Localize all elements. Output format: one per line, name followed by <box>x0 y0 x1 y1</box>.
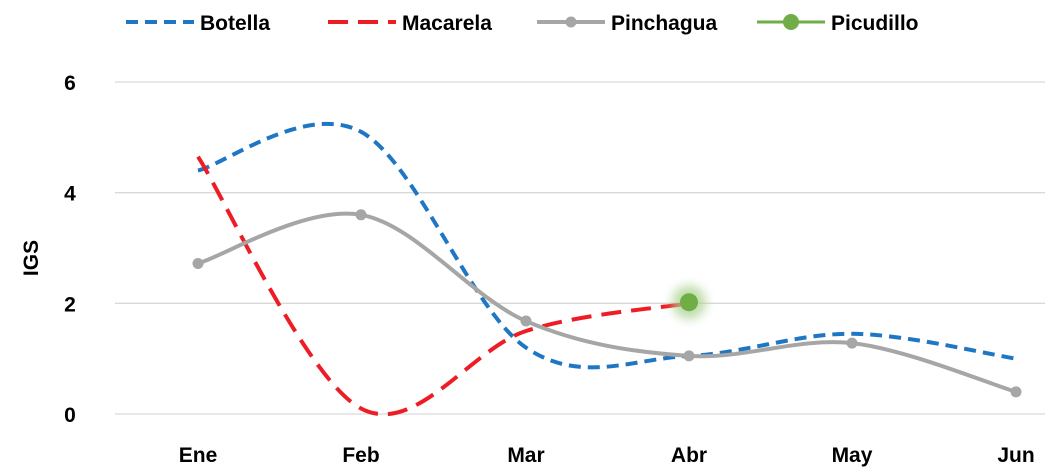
data-point-pinchagua <box>520 315 532 327</box>
gridlines <box>115 81 1045 415</box>
x-tick-label: Ene <box>179 444 218 467</box>
legend-marker-pinchagua <box>565 16 577 28</box>
legend-label-botella: Botella <box>200 12 270 35</box>
legend-label-picudillo: Picudillo <box>831 12 919 35</box>
data-point-pinchagua <box>1010 386 1022 398</box>
data-point-pinchagua <box>355 209 367 221</box>
legend-label-macarela: Macarela <box>402 12 492 35</box>
series-layer <box>192 121 1022 417</box>
x-tick-label: Jun <box>997 444 1034 467</box>
y-axis-title: IGS <box>20 240 43 276</box>
x-tick-label: May <box>832 444 873 467</box>
legend-label-pinchagua: Pinchagua <box>611 12 718 35</box>
series-line-botella <box>197 121 1017 370</box>
data-point-pinchagua <box>192 257 204 269</box>
y-axis-ticks: 0 2 4 6 <box>64 72 76 427</box>
x-tick-label: Mar <box>507 444 544 467</box>
series-line-pinchagua <box>197 211 1017 394</box>
data-point-pinchagua <box>683 350 695 362</box>
series-line-macarela <box>196 155 690 417</box>
y-tick-label: 0 <box>64 404 76 427</box>
legend-marker-picudillo <box>783 14 799 30</box>
y-tick-label: 4 <box>64 183 76 206</box>
x-tick-label: Feb <box>342 444 379 467</box>
x-tick-label: Abr <box>671 444 707 467</box>
legend: Botella Macarela Pinchagua Picudillo <box>126 12 919 35</box>
y-tick-label: 2 <box>64 293 76 316</box>
x-axis-ticks: Ene Feb Mar Abr May Jun <box>179 444 1035 467</box>
data-point-picudillo <box>680 293 698 312</box>
y-tick-label: 6 <box>64 72 76 95</box>
data-point-pinchagua <box>846 337 858 349</box>
